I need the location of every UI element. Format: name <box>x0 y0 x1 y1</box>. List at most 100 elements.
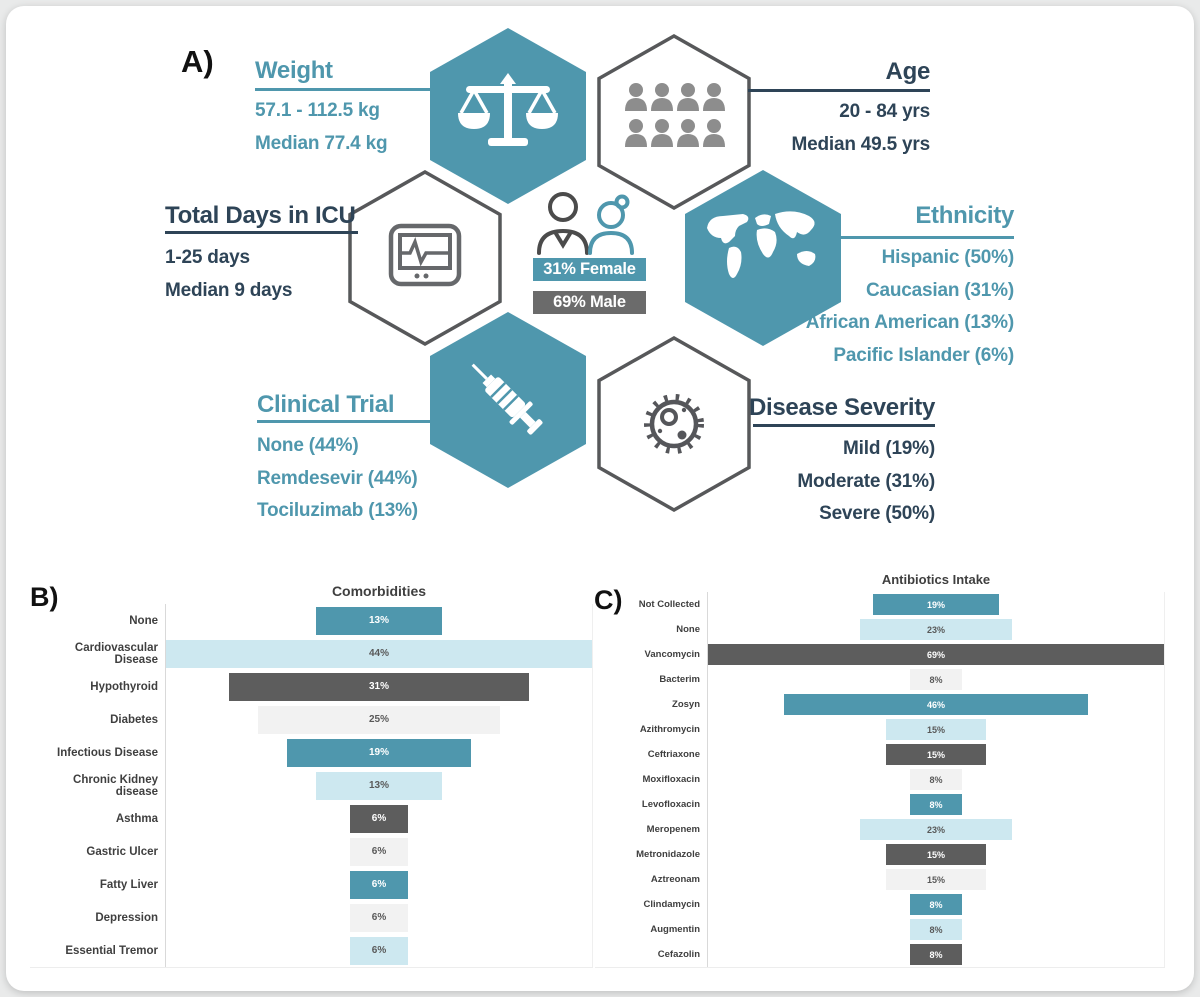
chart-row: Aztreonam 15% <box>595 867 1165 892</box>
comorbidities-chart-title: Comorbidities <box>331 583 427 599</box>
chart-row: Moxifloxacin 8% <box>595 767 1165 792</box>
value-bar: 15% <box>886 844 986 865</box>
stat-value: Median 77.4 kg <box>255 132 388 154</box>
bar-plot-area: 15% <box>707 842 1165 867</box>
category-label: Cefazolin <box>657 949 700 960</box>
stat-value: Mild (19%) <box>843 438 935 459</box>
category-label: Zosyn <box>672 699 700 710</box>
panel-b-label: B) <box>30 582 59 612</box>
chart-row: Clindamycin 8% <box>595 892 1165 917</box>
bar-plot-area: 13% <box>165 604 593 637</box>
bar-plot-area: 15% <box>707 742 1165 767</box>
ecg-monitor-icon <box>388 223 462 287</box>
stat-value: Median 49.5 yrs <box>791 133 930 155</box>
value-bar: 15% <box>886 719 986 740</box>
ethnicity-hexagon <box>685 170 841 346</box>
value-bar: 23% <box>860 819 1012 840</box>
stat-value: Severe (50%) <box>819 503 935 524</box>
world-map-icon <box>707 211 816 278</box>
value-bar: 13% <box>316 771 442 800</box>
bar-plot-area: 8% <box>707 767 1165 792</box>
chart-row: Levofloxacin 8% <box>595 792 1165 817</box>
stat-value: Remdesevir (44%) <box>257 467 418 489</box>
syringe-icon <box>471 363 543 435</box>
age-hexagon <box>597 34 751 210</box>
value-bar: 8% <box>909 669 963 690</box>
stat-age: Age 20 - 84 yrs Median 49.5 yrs <box>670 58 930 161</box>
stat-title: Disease Severity <box>748 394 935 421</box>
category-label: Gastric Ulcer <box>86 845 158 858</box>
disease-severity-hexagon <box>597 336 751 512</box>
stat-weight: Weight 57.1 - 112.5 kg Median 77.4 kg <box>255 57 475 160</box>
stat-total-days-icu: Total Days in ICU 1-25 days Median 9 days <box>165 202 395 307</box>
bar-plot-area: 44% <box>165 637 593 670</box>
chart-row: Gastric Ulcer 6% <box>30 835 593 868</box>
value-bar: 8% <box>909 794 963 815</box>
stat-value: 20 - 84 yrs <box>839 101 930 122</box>
bar-plot-area: 6% <box>165 802 593 835</box>
category-label: Depression <box>95 911 158 924</box>
chart-row: None 13% <box>30 604 593 637</box>
category-label: None <box>129 614 158 627</box>
weight-connector-line <box>255 88 457 91</box>
chart-row: Diabetes 25% <box>30 703 593 736</box>
bar-plot-area: 15% <box>707 867 1165 892</box>
virus-icon <box>644 394 704 454</box>
value-bar: 6% <box>349 936 409 965</box>
stat-title: Ethnicity <box>915 202 1014 229</box>
bar-plot-area: 6% <box>165 868 593 901</box>
category-label: Aztreonam <box>650 874 700 885</box>
category-label: Meropenem <box>646 824 700 835</box>
value-bar: 31% <box>228 672 530 701</box>
female-user-icon <box>588 194 634 255</box>
category-label: Asthma <box>115 812 158 825</box>
bar-plot-area: 69% <box>707 642 1165 667</box>
bar-plot-area: 8% <box>707 892 1165 917</box>
bar-plot-area: 6% <box>165 835 593 868</box>
clinical-trial-hexagon <box>430 312 586 488</box>
ethnicity-connector-line <box>833 236 1014 239</box>
clinical-trial-connector-line <box>257 420 436 423</box>
category-label: Azithromycin <box>639 724 700 735</box>
comorbidities-chart: None 13% Cardiovascular Disease 44% Hypothyr… <box>30 604 593 968</box>
value-bar: 15% <box>886 744 986 765</box>
icu-hexagon <box>348 170 502 346</box>
value-bar: 19% <box>873 594 999 615</box>
bar-plot-area: 6% <box>165 901 593 934</box>
stat-disease-severity: Disease Severity Mild (19%) Moderate (31%… <box>675 394 935 531</box>
chart-row: Vancomycin 69% <box>595 642 1165 667</box>
stat-title: Clinical Trial <box>257 391 395 418</box>
chart-row: Metronidazole 15% <box>595 842 1165 867</box>
category-label: Chronic Kidney disease <box>73 773 158 798</box>
category-label: Essential Tremor <box>65 944 158 957</box>
stat-values: 20 - 84 yrs Median 49.5 yrs <box>670 96 930 161</box>
category-label: Clindamycin <box>643 899 701 910</box>
male-user-icon <box>537 192 589 255</box>
value-bar: 69% <box>708 644 1164 665</box>
category-label: Diabetes <box>110 713 158 726</box>
stat-value: African American (13%) <box>805 312 1014 333</box>
icu-connector-line <box>165 231 358 234</box>
value-bar: 6% <box>349 870 409 899</box>
stat-ethnicity: Ethnicity Hispanic (50%) Caucasian (31%) A… <box>754 202 1015 372</box>
chart-row: Zosyn 46% <box>595 692 1165 717</box>
category-label: Not Collected <box>638 599 700 610</box>
chart-row: None 23% <box>595 617 1165 642</box>
bar-plot-area: 25% <box>165 703 593 736</box>
value-bar: 25% <box>257 705 501 734</box>
bar-plot-area: 31% <box>165 670 593 703</box>
bar-plot-area: 8% <box>707 792 1165 817</box>
value-bar: 6% <box>349 837 409 866</box>
category-label: Levofloxacin <box>641 799 700 810</box>
category-label: Ceftriaxone <box>647 749 700 760</box>
bar-plot-area: 19% <box>165 736 593 769</box>
bar-plot-area: 15% <box>707 717 1165 742</box>
chart-row: Cardiovascular Disease 44% <box>30 637 593 670</box>
chart-row: Not Collected 19% <box>595 592 1165 617</box>
stat-clinical-trial: Clinical Trial None (44%) Remdesevir (44%… <box>257 391 497 528</box>
bar-plot-area: 46% <box>707 692 1165 717</box>
stat-value: Pacific Islander (6%) <box>833 344 1014 366</box>
category-label: Bacterim <box>659 674 700 685</box>
stat-title: Age <box>885 58 931 85</box>
category-label: Cardiovascular Disease <box>74 641 158 666</box>
